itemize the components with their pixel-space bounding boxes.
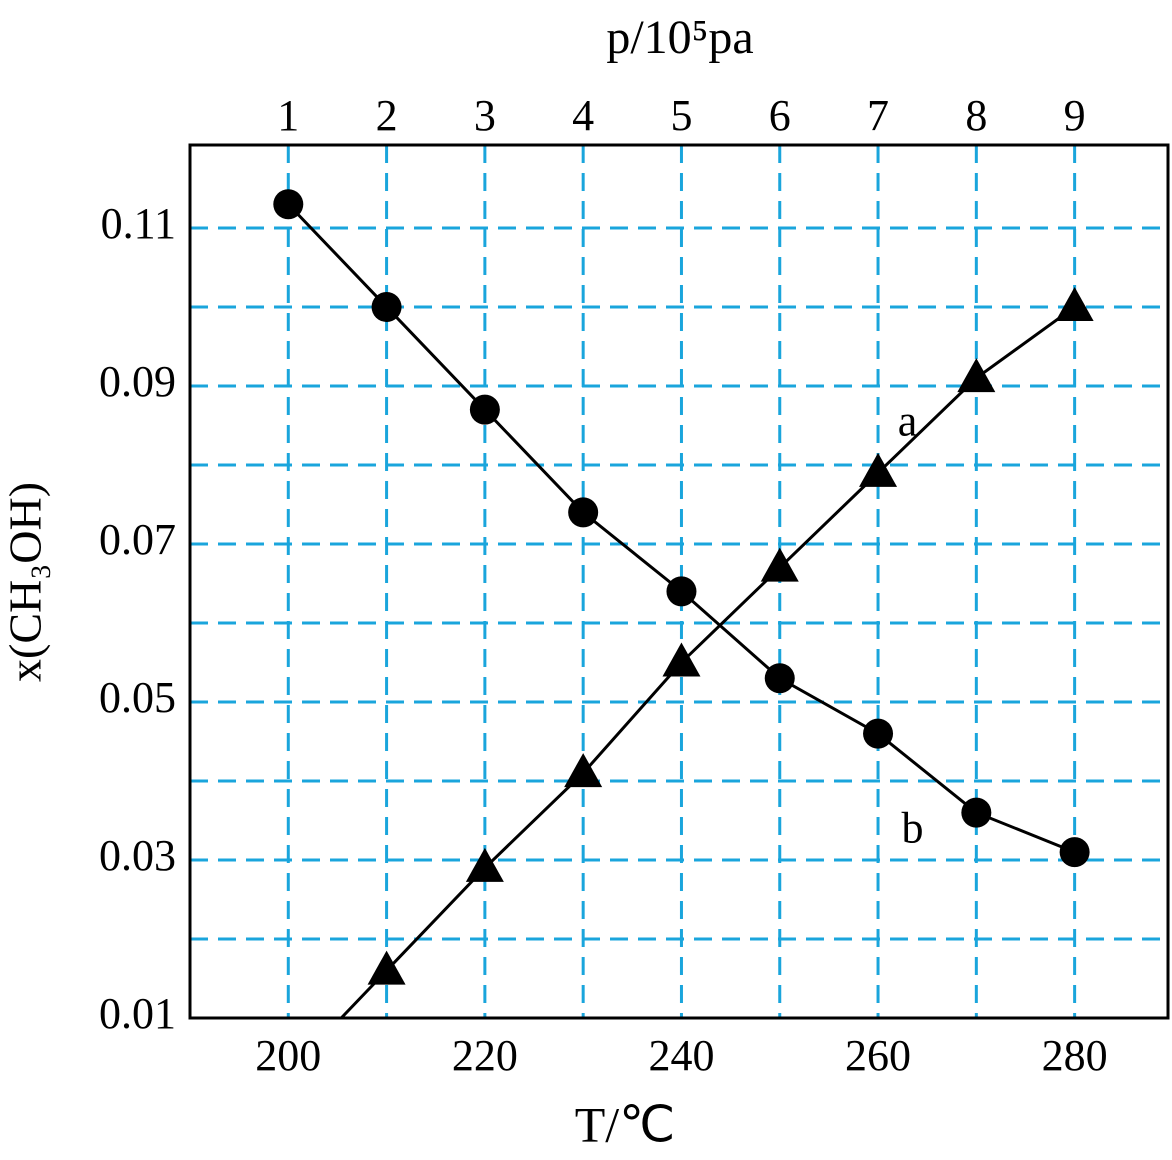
annotation: a: [898, 397, 918, 446]
x2-tick-label: 8: [965, 91, 987, 140]
x-tick-label: 200: [255, 1031, 321, 1080]
x2-tick-label: 9: [1064, 91, 1086, 140]
y-tick-label: 0.07: [99, 515, 176, 564]
triangle-marker: [662, 642, 701, 677]
y-tick-label: 0.05: [99, 673, 176, 722]
circle-marker: [1059, 837, 1090, 868]
x-tick-label: 220: [452, 1031, 518, 1080]
circle-marker: [961, 797, 992, 828]
triangle-marker: [367, 950, 406, 985]
x-tick-label: 260: [845, 1031, 911, 1080]
triangle-marker: [1055, 286, 1094, 321]
circle-marker: [568, 497, 599, 528]
plot-frame: [188, 143, 1170, 1020]
circle-marker: [764, 663, 795, 694]
y-axis-label: x(CH₃OH): [0, 482, 51, 682]
triangle-marker: [564, 753, 603, 788]
y-tick-label: 0.01: [99, 989, 176, 1038]
x2-tick-label: 3: [474, 91, 496, 140]
x-axis-label: T/℃: [575, 1096, 676, 1152]
y-tick-label: 0.03: [99, 831, 176, 880]
circle-marker: [666, 576, 697, 607]
x2-tick-label: 2: [376, 91, 398, 140]
triangle-marker: [859, 452, 898, 487]
triangle-marker: [465, 847, 504, 882]
x2-tick-label: 4: [572, 91, 594, 140]
x2-tick-label: 5: [670, 91, 692, 140]
triangle-marker: [957, 358, 996, 393]
y-tick-label: 0.09: [99, 357, 176, 406]
x2-tick-label: 6: [769, 91, 791, 140]
x2-tick-label: 7: [867, 91, 889, 140]
circle-marker: [273, 189, 304, 220]
annotation: b: [901, 803, 923, 852]
circle-marker: [863, 718, 894, 749]
x-tick-label: 240: [648, 1031, 714, 1080]
x-tick-label: 280: [1042, 1031, 1108, 1080]
circle-marker: [469, 394, 500, 425]
y-tick-label: 0.11: [101, 199, 176, 248]
circle-marker: [371, 291, 402, 322]
triangle-marker: [760, 547, 799, 582]
series-line: [340, 305, 1076, 1020]
x2-axis-label: p/10⁵pa: [606, 11, 753, 64]
x2-tick-label: 1: [277, 91, 299, 140]
